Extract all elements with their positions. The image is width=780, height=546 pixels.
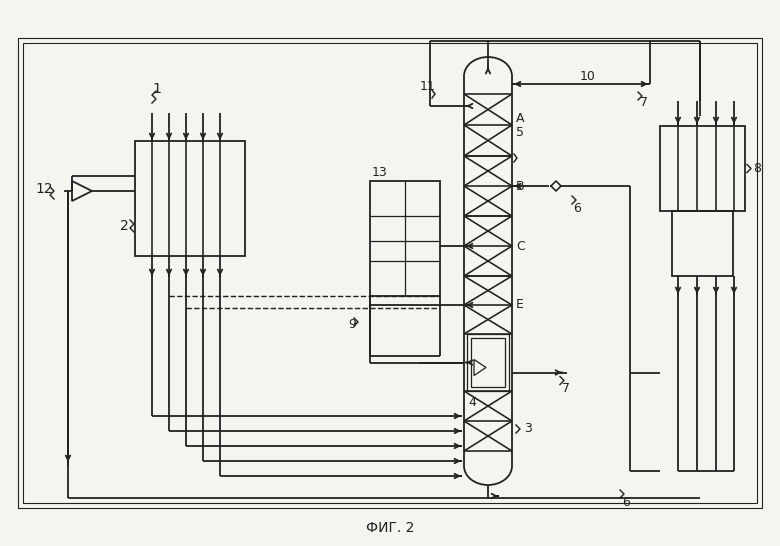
Text: 3: 3 <box>524 423 532 436</box>
Text: 7: 7 <box>640 96 648 109</box>
Bar <box>18 38 762 508</box>
Text: 10: 10 <box>580 69 596 82</box>
Text: 6: 6 <box>622 496 630 508</box>
Bar <box>660 126 745 211</box>
Text: 6: 6 <box>573 201 581 215</box>
Text: 12: 12 <box>35 182 52 196</box>
Text: 13: 13 <box>372 167 388 180</box>
Bar <box>135 141 245 256</box>
Bar <box>467 334 509 391</box>
Text: E: E <box>516 299 524 312</box>
Bar <box>23 43 757 503</box>
Text: 2: 2 <box>120 219 129 233</box>
Text: 9: 9 <box>348 318 356 330</box>
Text: C: C <box>516 240 525 252</box>
Text: B: B <box>516 180 525 193</box>
Bar <box>672 211 733 276</box>
Text: 7: 7 <box>562 382 570 395</box>
Bar <box>370 181 440 296</box>
Text: A: A <box>516 112 524 126</box>
Bar <box>471 338 505 387</box>
Text: 4: 4 <box>468 396 476 410</box>
Text: 5: 5 <box>516 127 524 139</box>
Text: ФИГ. 2: ФИГ. 2 <box>366 521 414 535</box>
Text: 11: 11 <box>420 80 436 92</box>
Text: 1: 1 <box>152 82 161 96</box>
Text: 8: 8 <box>753 162 761 175</box>
